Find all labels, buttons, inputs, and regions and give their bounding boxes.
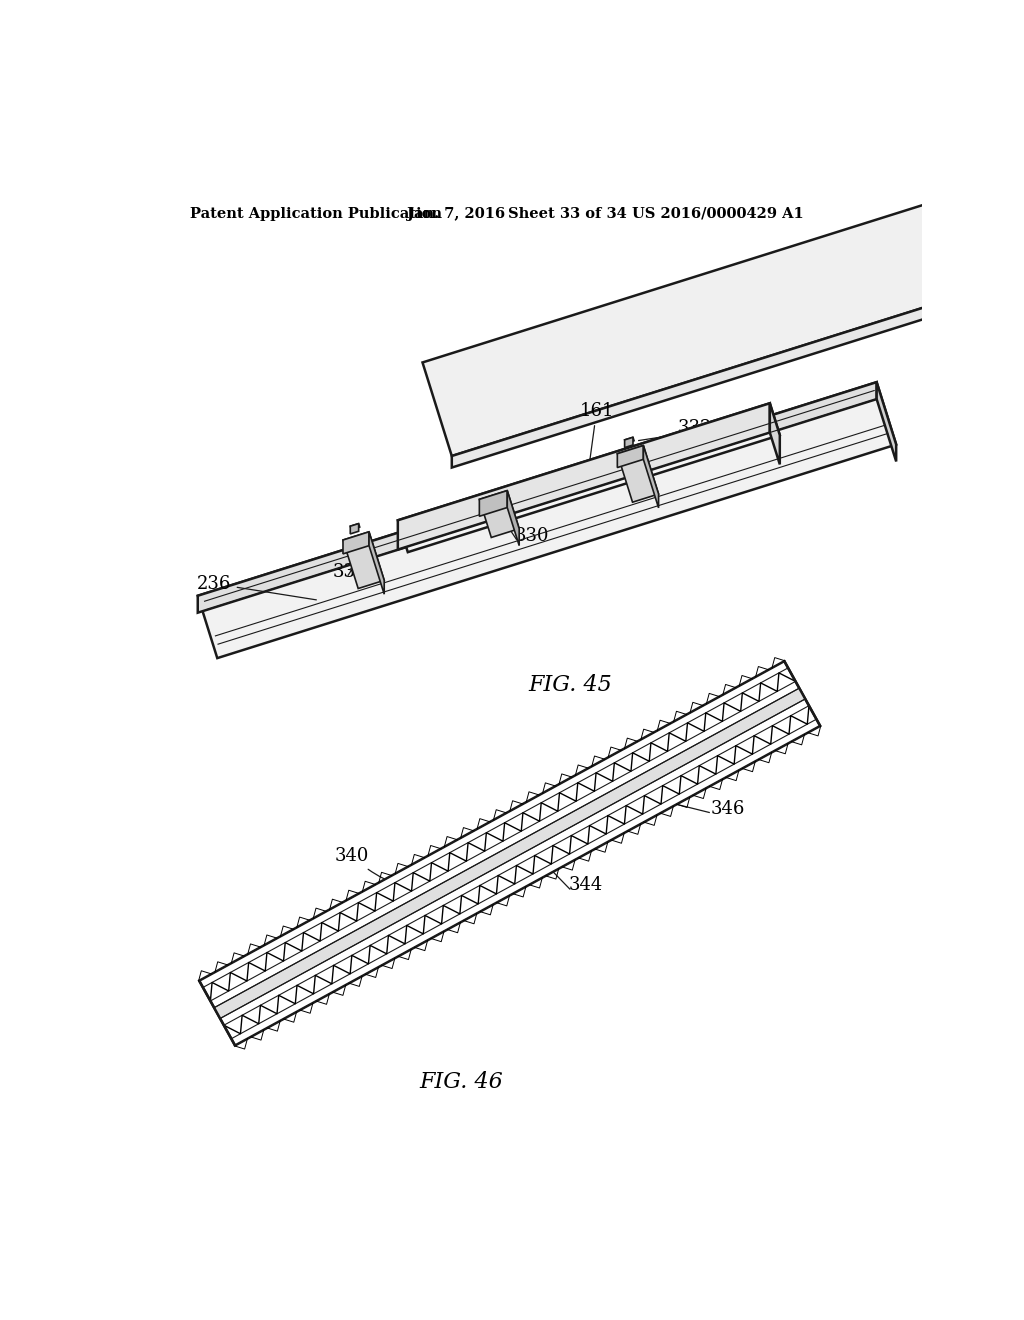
Text: 346: 346 bbox=[711, 800, 745, 818]
Text: Jan. 7, 2016: Jan. 7, 2016 bbox=[407, 207, 505, 220]
Polygon shape bbox=[350, 524, 358, 533]
Polygon shape bbox=[214, 688, 805, 1019]
Text: FIG. 46: FIG. 46 bbox=[420, 1071, 503, 1093]
Polygon shape bbox=[343, 532, 369, 554]
Polygon shape bbox=[617, 446, 658, 502]
Polygon shape bbox=[200, 661, 820, 1045]
Text: 330: 330 bbox=[515, 527, 549, 545]
Text: 340: 340 bbox=[335, 847, 436, 891]
Polygon shape bbox=[397, 404, 780, 552]
Text: 161: 161 bbox=[580, 403, 613, 465]
Polygon shape bbox=[625, 437, 634, 444]
Text: 344: 344 bbox=[568, 876, 602, 895]
Text: 332: 332 bbox=[678, 418, 712, 437]
Text: 236: 236 bbox=[198, 574, 316, 599]
Polygon shape bbox=[479, 491, 519, 537]
Polygon shape bbox=[617, 446, 643, 467]
Polygon shape bbox=[369, 532, 384, 594]
Text: US 2016/0000429 A1: US 2016/0000429 A1 bbox=[632, 207, 804, 220]
Polygon shape bbox=[479, 491, 507, 516]
Text: Sheet 33 of 34: Sheet 33 of 34 bbox=[508, 207, 627, 220]
Polygon shape bbox=[643, 446, 658, 508]
Polygon shape bbox=[877, 383, 896, 462]
Polygon shape bbox=[770, 404, 780, 465]
Text: Patent Application Publication: Patent Application Publication bbox=[190, 207, 442, 220]
Polygon shape bbox=[198, 383, 877, 612]
Polygon shape bbox=[343, 532, 384, 589]
Polygon shape bbox=[452, 292, 973, 467]
Text: 342: 342 bbox=[355, 941, 389, 958]
Text: FIG. 45: FIG. 45 bbox=[528, 675, 611, 697]
Polygon shape bbox=[507, 491, 519, 545]
Polygon shape bbox=[198, 383, 896, 659]
Polygon shape bbox=[350, 524, 359, 529]
Polygon shape bbox=[397, 404, 770, 549]
Polygon shape bbox=[943, 198, 973, 304]
Polygon shape bbox=[625, 437, 633, 447]
Polygon shape bbox=[423, 198, 973, 455]
Text: 332: 332 bbox=[333, 562, 367, 581]
